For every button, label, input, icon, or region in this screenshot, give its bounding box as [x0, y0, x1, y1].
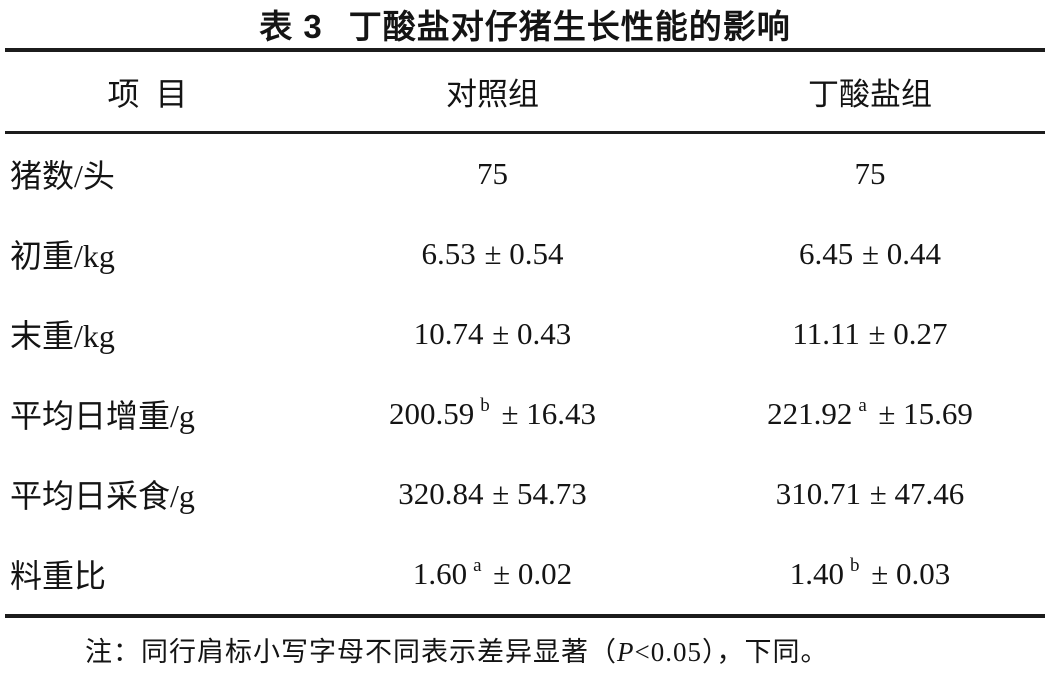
header-item: 项目	[107, 75, 204, 112]
table-row: 料重比 1.60 a ± 0.02 1.40 b ± 0.03	[0, 534, 1050, 614]
butyrate-value: 310.71 ± 47.46	[775, 476, 965, 511]
control-value: 200.59 b ± 16.43	[389, 394, 596, 431]
top-rule	[5, 48, 1045, 52]
table-header-row: 项目 对照组 丁酸盐组	[0, 52, 1050, 131]
significance-superscript: b	[480, 394, 490, 416]
table-row: 初重/kg 6.53 ± 0.54 6.45 ± 0.44	[0, 214, 1050, 294]
control-value: 320.84 ± 54.73	[398, 476, 587, 511]
table-row: 平均日采食/g 320.84 ± 54.73 310.71 ± 47.46	[0, 454, 1050, 534]
butyrate-value: 75	[854, 156, 886, 191]
row-item-label: 初重/kg	[10, 238, 115, 274]
control-value: 10.74 ± 0.43	[413, 316, 572, 351]
table-title: 表 3 丁酸盐对仔猪生长性能的影响	[0, 0, 1050, 48]
table-footnote: 注：同行肩标小写字母不同表示差异显著（P<0.05），下同。	[0, 618, 1050, 682]
butyrate-value: 1.40 b ± 0.03	[789, 554, 951, 591]
header-rule	[5, 131, 1045, 134]
header-control-group: 对照组	[446, 77, 539, 112]
table-caption: 丁酸盐对仔猪生长性能的影响	[348, 8, 791, 45]
bottom-rule	[5, 614, 1045, 618]
p-value-symbol: P	[617, 637, 635, 667]
butyrate-value: 11.11 ± 0.27	[792, 316, 948, 351]
control-value: 6.53 ± 0.54	[421, 236, 564, 271]
significance-superscript: a	[858, 394, 867, 416]
table-row: 猪数/头 75 75	[0, 134, 1050, 214]
row-item-label: 料重比	[10, 558, 107, 594]
control-value: 75	[477, 156, 508, 191]
header-butyrate-group: 丁酸盐组	[808, 77, 932, 112]
row-item-label: 猪数/头	[10, 158, 115, 194]
control-value: 1.60 a ± 0.02	[412, 554, 573, 591]
footnote-text: 注：同行肩标小写字母不同表示差异显著（	[85, 637, 617, 667]
row-item-label: 平均日增重/g	[10, 398, 195, 434]
table-row: 平均日增重/g 200.59 b ± 16.43 221.92 a ± 15.69	[0, 374, 1050, 454]
significance-superscript: a	[473, 554, 482, 576]
row-item-label: 平均日采食/g	[10, 478, 195, 514]
butyrate-value: 221.92 a ± 15.69	[767, 394, 973, 431]
butyrate-value: 6.45 ± 0.44	[799, 236, 941, 271]
table-number: 表 3	[259, 8, 323, 45]
row-item-label: 末重/kg	[10, 318, 115, 354]
table-body: 猪数/头 75 75 初重/kg 6.53 ± 0.54 6.45 ± 0.44 末…	[0, 134, 1050, 614]
footnote-text: <0.05），下同。	[634, 637, 829, 667]
table-row: 末重/kg 10.74 ± 0.43 11.11 ± 0.27	[0, 294, 1050, 374]
significance-superscript: b	[850, 554, 860, 576]
